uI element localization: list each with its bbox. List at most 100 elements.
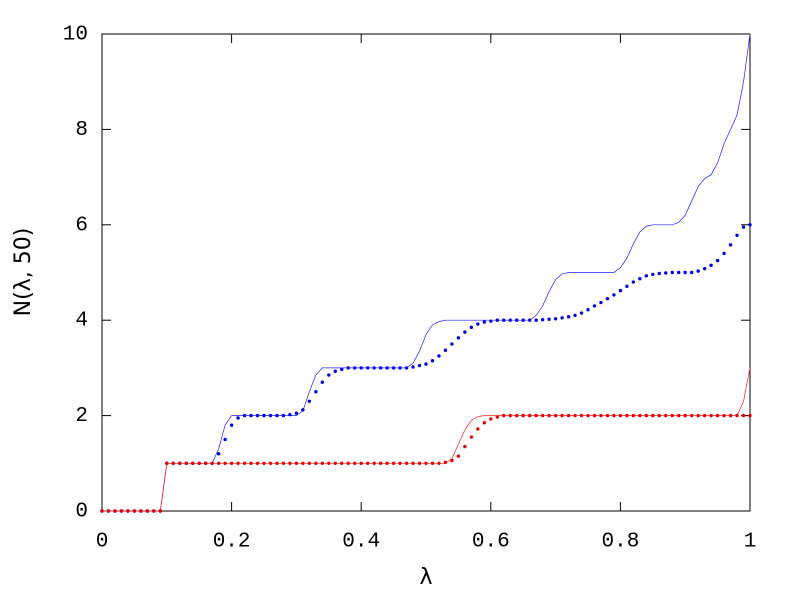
data-point — [320, 380, 325, 384]
data-point — [378, 366, 383, 370]
data-point — [249, 461, 253, 465]
data-point — [132, 509, 137, 513]
x-tick-label: 0.6 — [472, 531, 510, 554]
data-point — [560, 413, 564, 418]
data-point — [106, 509, 111, 513]
data-point — [677, 270, 681, 275]
data-point — [372, 366, 376, 370]
y-tick-label: 10 — [63, 24, 88, 47]
data-point — [391, 461, 396, 465]
data-point — [294, 411, 299, 415]
data-point — [664, 413, 668, 418]
data-point — [508, 413, 512, 418]
data-point — [495, 318, 499, 322]
data-point — [612, 293, 616, 297]
data-point — [508, 318, 512, 322]
data-point — [236, 416, 240, 420]
data-point — [677, 413, 681, 418]
data-point — [346, 461, 350, 465]
data-point — [527, 413, 532, 418]
data-point — [216, 452, 221, 456]
data-point — [631, 413, 636, 418]
y-axis-title: N(λ, 50) — [11, 228, 36, 317]
data-point — [152, 509, 156, 513]
data-point — [515, 318, 519, 322]
data-point — [670, 413, 674, 418]
data-point — [599, 413, 603, 418]
data-point — [255, 413, 260, 418]
data-point — [748, 413, 752, 418]
data-point — [566, 315, 571, 319]
data-point — [262, 461, 266, 465]
data-point — [618, 288, 623, 293]
data-point — [340, 461, 344, 465]
data-point — [502, 318, 506, 322]
data-point — [320, 461, 325, 465]
data-point — [476, 322, 480, 326]
data-point — [365, 366, 370, 370]
data-point — [184, 461, 188, 465]
data-point — [365, 461, 370, 465]
data-point — [424, 461, 428, 465]
data-point — [216, 461, 221, 465]
data-point — [353, 366, 357, 370]
data-point — [301, 461, 305, 465]
data-point — [404, 366, 409, 370]
data-point — [696, 269, 700, 273]
data-point — [605, 297, 610, 301]
data-point — [229, 423, 234, 427]
line-series — [102, 367, 751, 512]
data-point — [229, 461, 234, 465]
data-point — [288, 461, 292, 465]
data-point — [657, 271, 661, 276]
data-point — [262, 413, 266, 418]
data-point — [223, 437, 227, 442]
data-point — [424, 362, 428, 366]
data-point — [203, 461, 208, 465]
data-point — [327, 461, 331, 465]
data-point — [612, 413, 616, 418]
data-point — [126, 509, 130, 513]
data-point — [281, 461, 286, 465]
data-point — [605, 413, 610, 418]
data-point — [553, 413, 558, 418]
data-point — [683, 270, 687, 275]
data-point — [651, 272, 655, 277]
data-point — [165, 461, 169, 465]
data-point — [670, 270, 674, 275]
data-point — [482, 320, 487, 324]
data-point — [469, 435, 474, 439]
data-point — [119, 509, 124, 513]
data-point — [236, 461, 240, 465]
data-point — [728, 413, 733, 418]
data-point — [689, 413, 694, 418]
data-point — [741, 225, 746, 229]
data-point — [735, 233, 739, 237]
data-point — [288, 412, 292, 417]
data-point — [715, 413, 720, 418]
data-point — [657, 413, 661, 418]
data-point — [398, 366, 402, 370]
data-point — [722, 251, 726, 256]
data-point — [242, 413, 247, 418]
data-point — [547, 413, 551, 418]
data-point — [346, 366, 350, 370]
data-point — [113, 509, 117, 513]
data-point — [722, 413, 726, 418]
data-point — [735, 413, 739, 418]
data-point — [521, 318, 525, 322]
data-point — [340, 367, 344, 372]
data-point — [644, 413, 649, 418]
y-tick-label: 2 — [75, 405, 88, 428]
data-point — [178, 461, 182, 465]
data-point — [456, 336, 461, 340]
data-point — [592, 304, 597, 308]
data-point — [385, 366, 389, 370]
data-point — [197, 461, 201, 465]
data-point — [651, 413, 655, 418]
data-point — [515, 413, 519, 418]
data-point — [579, 311, 584, 315]
data-point — [696, 413, 700, 418]
x-axis-title: λ — [419, 565, 432, 590]
